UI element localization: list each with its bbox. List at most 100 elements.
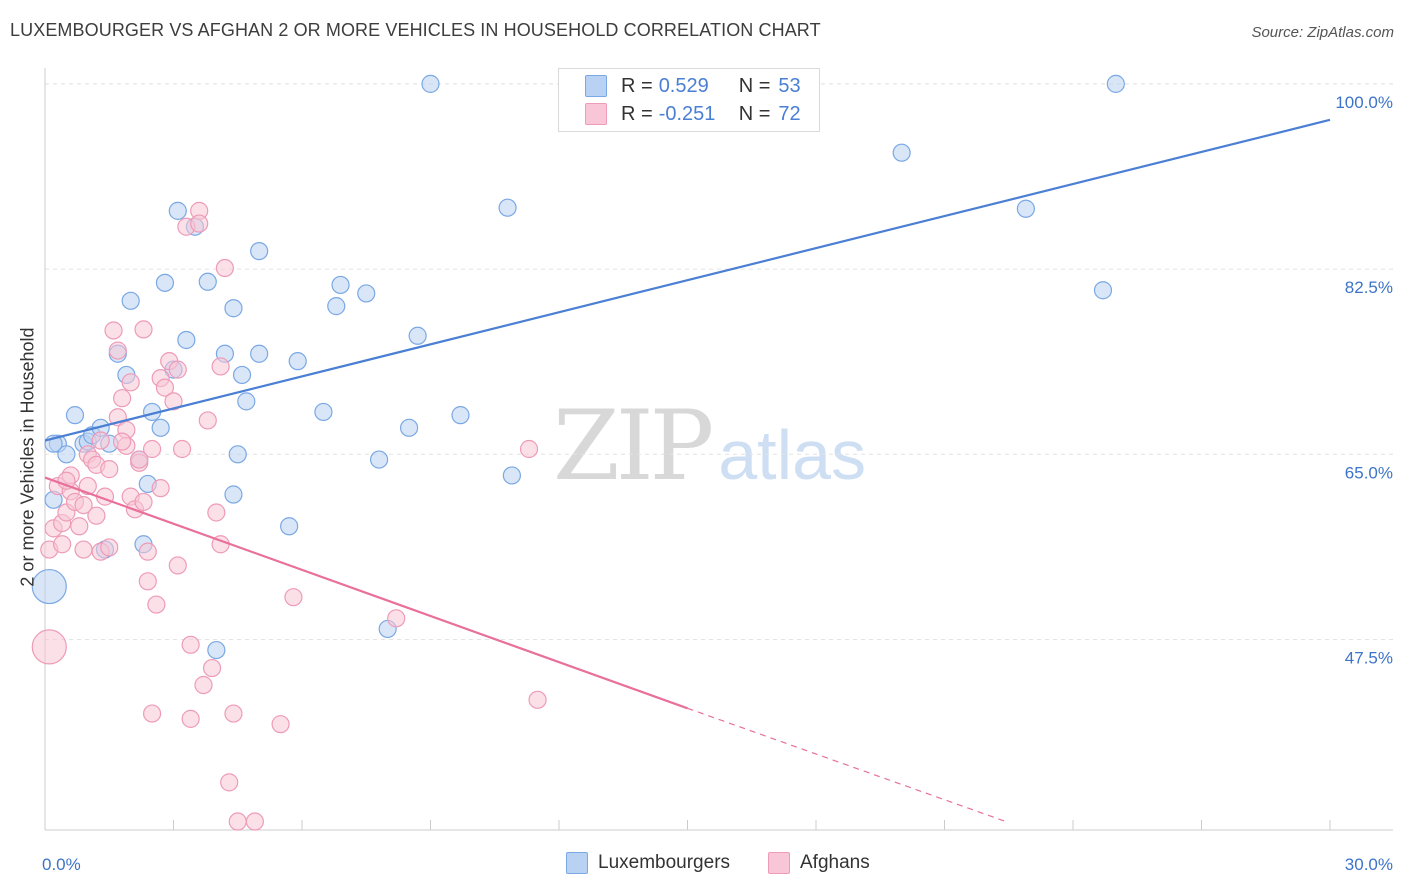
x-tick-label: 0.0% bbox=[42, 855, 81, 874]
luxembourger-point bbox=[155, 273, 175, 292]
x-tick-label: 30.0% bbox=[1345, 855, 1393, 874]
luxembourger-point bbox=[421, 74, 440, 93]
afghan-point bbox=[224, 704, 243, 723]
afghan-point bbox=[271, 715, 290, 734]
afghan-point bbox=[74, 495, 93, 515]
luxembourger-point bbox=[1093, 281, 1113, 300]
legend-row-afghans: R = -0.251 N = 72 bbox=[585, 101, 819, 127]
afghan-point bbox=[215, 258, 234, 278]
afghan-point bbox=[228, 812, 247, 831]
afghan-point bbox=[130, 450, 149, 469]
y-axis-label: 2 or more Vehicles in Household bbox=[17, 327, 38, 587]
afghan-point bbox=[142, 439, 162, 459]
luxembourger-point bbox=[121, 291, 140, 310]
luxembourger-point bbox=[250, 241, 269, 261]
afghan-point bbox=[155, 378, 175, 397]
luxembourger-point bbox=[892, 143, 911, 162]
series-swatch-afghans bbox=[768, 852, 790, 874]
afghan-point bbox=[202, 658, 222, 678]
afghan-point bbox=[57, 471, 76, 490]
watermark-atlas: atlas bbox=[718, 416, 867, 494]
legend-n-value: 53 bbox=[778, 74, 801, 97]
afghan-point bbox=[207, 503, 226, 522]
series-legend-afghans[interactable]: Afghans bbox=[768, 852, 870, 874]
luxembourger-point bbox=[237, 392, 256, 411]
afghan-point bbox=[70, 517, 89, 536]
afghan-point bbox=[284, 588, 303, 607]
luxembourger-trendline bbox=[44, 118, 1331, 442]
series-label-luxembourgers: Luxembourgers bbox=[598, 852, 731, 873]
legend-r-label: R = bbox=[621, 74, 653, 97]
legend-n-label: N = bbox=[738, 74, 771, 97]
afghan-point bbox=[142, 704, 162, 723]
afghan-point bbox=[138, 542, 157, 561]
luxembourger-point bbox=[498, 198, 517, 217]
afghan-point bbox=[147, 595, 166, 614]
afghan-point bbox=[194, 675, 213, 695]
luxembourger-point bbox=[232, 365, 252, 385]
afghan-point bbox=[31, 629, 67, 665]
luxembourger-point bbox=[224, 485, 243, 504]
afghan-point bbox=[134, 492, 153, 512]
luxembourger-point bbox=[31, 568, 67, 605]
afghan-point bbox=[181, 635, 200, 654]
source-label: Source: ZipAtlas.com bbox=[1251, 24, 1394, 41]
luxembourger-point bbox=[177, 330, 196, 350]
afghan-point bbox=[104, 321, 123, 340]
afghan-point bbox=[181, 709, 200, 728]
y-tick-label: 82.5% bbox=[1345, 278, 1393, 297]
afghan-trendline bbox=[44, 476, 688, 710]
luxembourger-point bbox=[228, 445, 247, 464]
afghan-point bbox=[528, 690, 547, 709]
luxembourger-point bbox=[327, 297, 346, 316]
afghan-point bbox=[108, 341, 127, 360]
luxembourger-point bbox=[451, 406, 470, 425]
y-tick-label: 47.5% bbox=[1345, 649, 1393, 668]
luxembourger-point bbox=[280, 517, 299, 536]
luxembourger-point bbox=[288, 352, 307, 371]
afghan-point bbox=[220, 773, 239, 792]
series-legend-luxembourgers[interactable]: Luxembourgers bbox=[566, 852, 730, 874]
series-label-afghans: Afghans bbox=[800, 852, 870, 873]
afghan-point bbox=[211, 357, 230, 376]
legend-n-value: 72 bbox=[778, 102, 801, 125]
afghan-point bbox=[112, 389, 132, 408]
series-legend: Luxembourgers Afghans bbox=[0, 852, 1406, 878]
luxembourger-point bbox=[370, 450, 389, 469]
y-tick-label: 65.0% bbox=[1345, 463, 1393, 482]
watermark-zip: ZIP bbox=[553, 390, 714, 502]
legend-swatch-afghans bbox=[585, 103, 607, 125]
afghan-point bbox=[190, 214, 209, 233]
afghan-point bbox=[168, 556, 187, 575]
legend-r-value: 0.529 bbox=[658, 74, 709, 97]
luxembourger-point bbox=[357, 284, 376, 303]
correlation-legend: R = 0.529 N = 53 R = -0.251 N = 72 bbox=[558, 68, 820, 132]
luxembourger-point bbox=[224, 299, 243, 318]
legend-n-label: N = bbox=[738, 102, 771, 125]
afghan-point bbox=[245, 812, 264, 831]
afghan-point bbox=[198, 411, 217, 430]
afghan-point bbox=[74, 540, 93, 559]
luxembourger-point bbox=[1106, 74, 1125, 93]
afghan-point bbox=[151, 479, 170, 498]
luxembourger-point bbox=[502, 466, 521, 485]
afghan-point bbox=[100, 538, 119, 557]
luxembourger-point bbox=[207, 640, 226, 660]
luxembourger-point bbox=[1016, 199, 1035, 218]
afghan-point bbox=[121, 373, 140, 392]
luxembourger-point bbox=[65, 406, 85, 425]
legend-r-value: -0.251 bbox=[658, 102, 716, 125]
luxembourger-point bbox=[314, 402, 333, 422]
chart-title: LUXEMBOURGER VS AFGHAN 2 OR MORE VEHICLE… bbox=[10, 20, 821, 40]
afghan-point bbox=[87, 506, 106, 525]
series-swatch-luxembourgers bbox=[566, 852, 588, 874]
afghan-point bbox=[91, 431, 110, 450]
luxembourger-point bbox=[250, 344, 269, 363]
afghan-point bbox=[112, 432, 132, 451]
luxembourger-point bbox=[198, 272, 217, 291]
afghan-point bbox=[168, 360, 187, 379]
luxembourger-point bbox=[408, 326, 427, 345]
afghan-point bbox=[138, 572, 157, 591]
afghan-point bbox=[164, 392, 183, 411]
